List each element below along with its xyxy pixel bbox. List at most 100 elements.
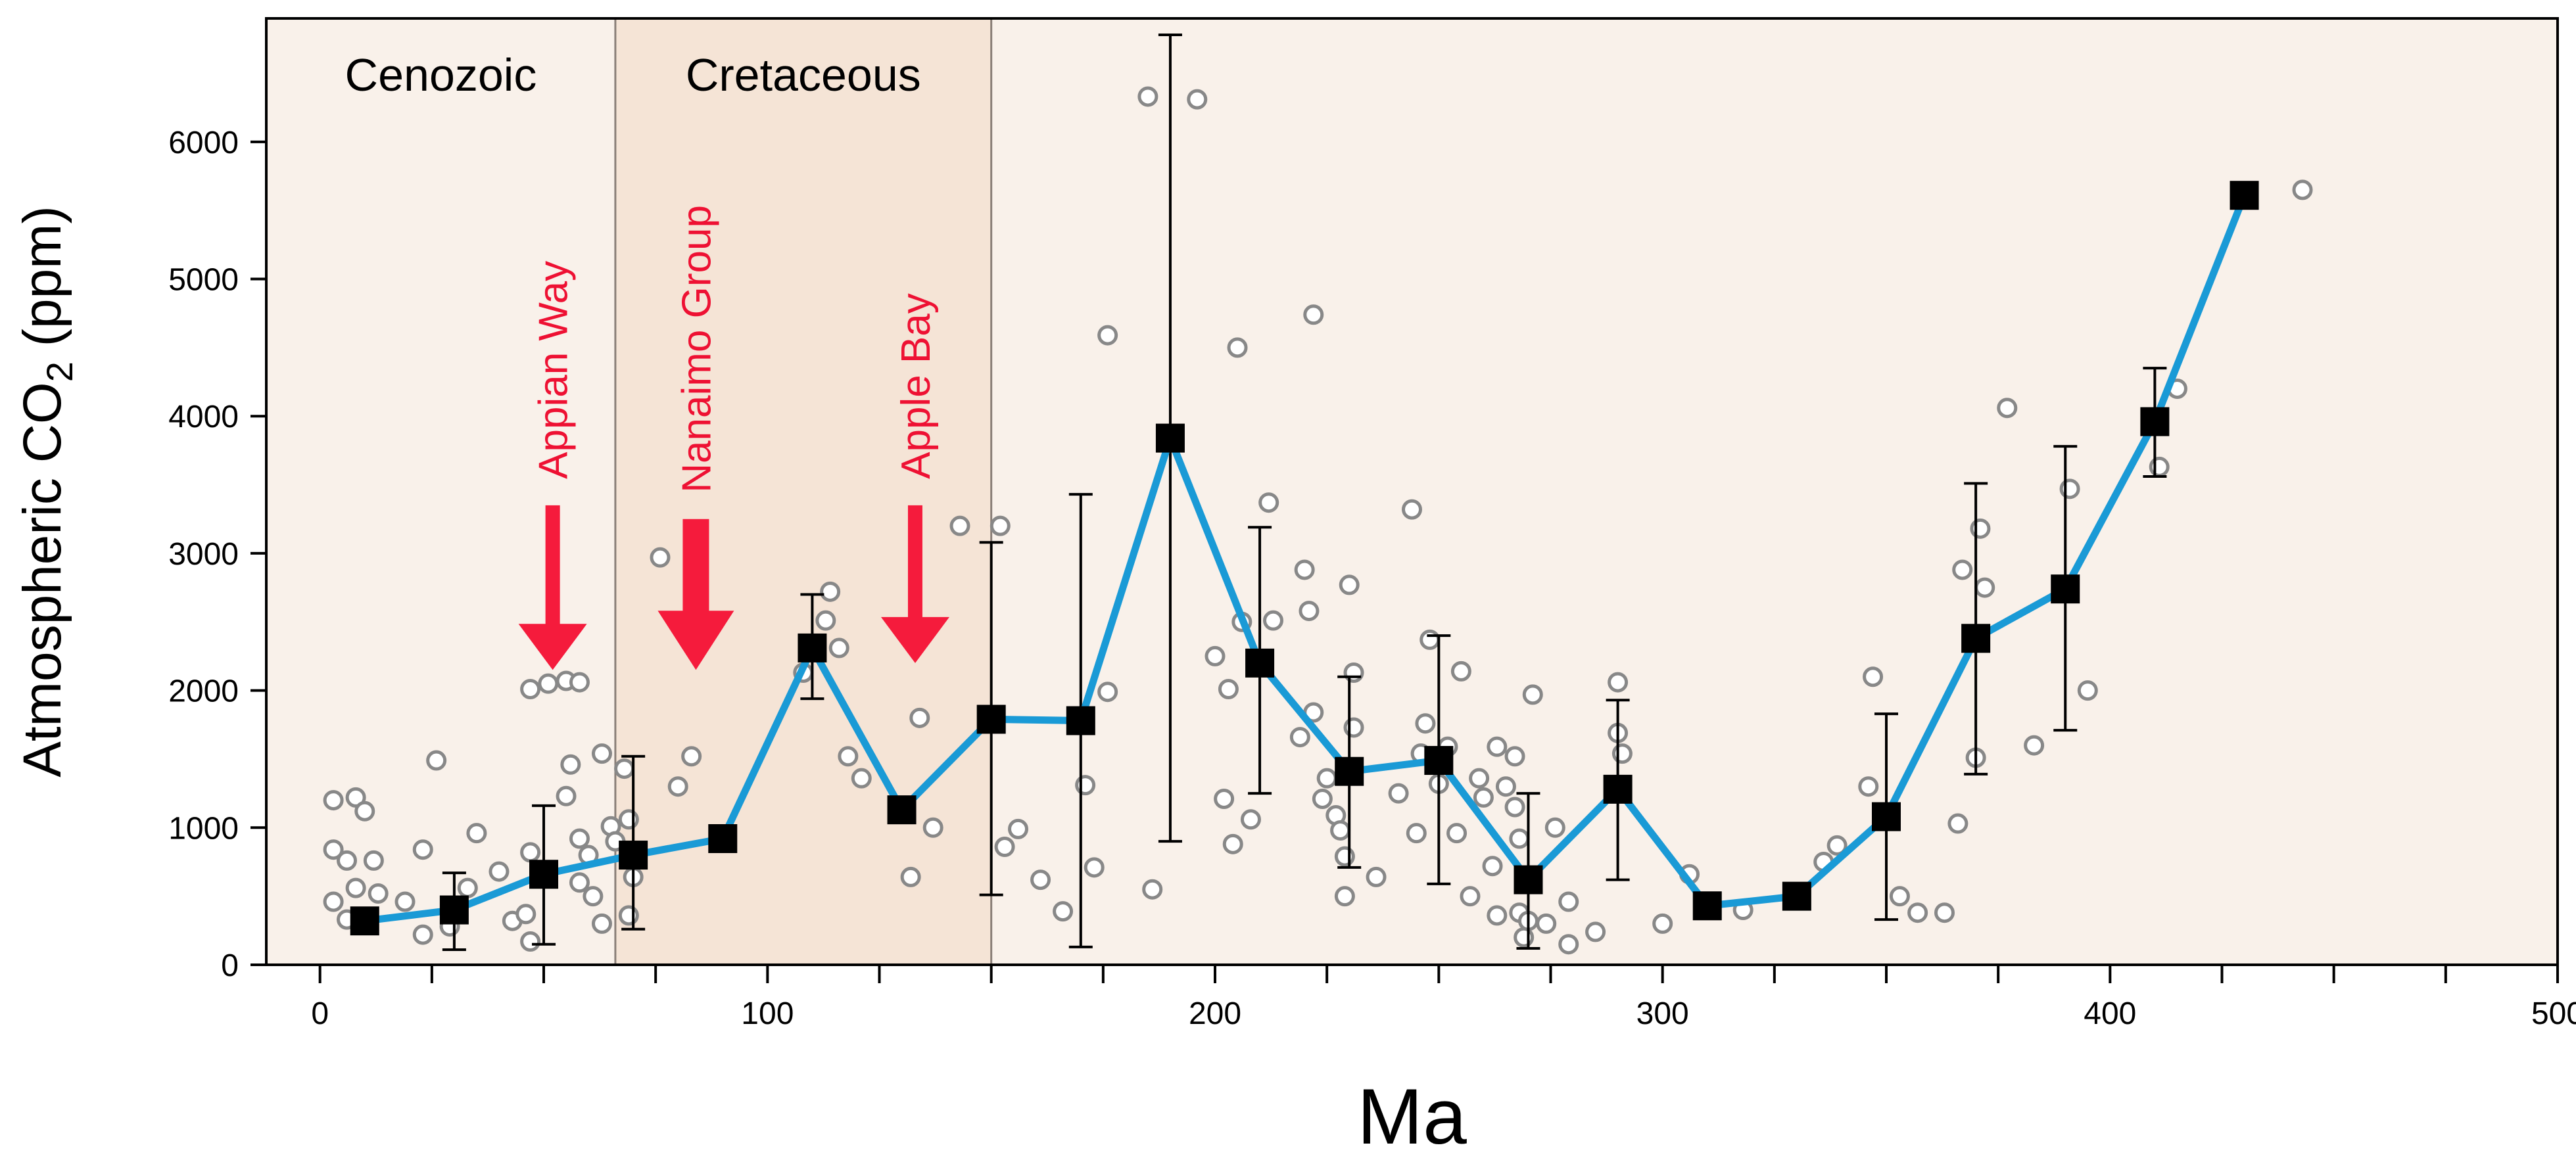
- proxy-point: [1303, 304, 1324, 325]
- period-band-0: [266, 18, 615, 965]
- proxy-point: [1289, 727, 1310, 748]
- annotation-label-2: Apple Bay: [894, 293, 939, 479]
- mean-marker: [798, 633, 827, 662]
- proxy-point: [1075, 775, 1096, 796]
- proxy-point: [1608, 672, 1629, 693]
- proxy-point: [1544, 817, 1565, 838]
- period-backgrounds: [266, 18, 2558, 965]
- mean-marker: [1603, 774, 1633, 804]
- proxy-point: [949, 515, 970, 536]
- proxy-point: [1142, 879, 1163, 900]
- proxy-point: [681, 746, 702, 767]
- proxy-point: [900, 866, 921, 887]
- proxy-point: [851, 768, 872, 789]
- proxy-point: [909, 707, 930, 728]
- y-tick-label: 2000: [168, 674, 239, 709]
- proxy-point: [990, 515, 1011, 536]
- proxy-point: [1415, 713, 1436, 734]
- proxy-point: [1450, 661, 1471, 682]
- annotation-arrow-2: [880, 505, 949, 663]
- proxy-point: [1974, 577, 1995, 598]
- y-axis-title-suffix: (ppm): [12, 206, 72, 361]
- proxy-point: [815, 610, 836, 631]
- proxy-point: [2077, 680, 2098, 701]
- proxy-point: [1997, 398, 2018, 419]
- proxy-point: [520, 679, 541, 700]
- proxy-point: [1504, 797, 1525, 818]
- x-tick-label: 300: [1636, 996, 1689, 1031]
- proxy-point: [1030, 870, 1051, 891]
- mean-marker: [529, 860, 559, 889]
- proxy-point: [1460, 886, 1481, 907]
- proxy-point: [1611, 743, 1633, 764]
- proxy-point: [1558, 934, 1579, 955]
- mean-marker: [976, 705, 1006, 734]
- proxy-point: [569, 828, 590, 849]
- x-tick-label: 0: [311, 996, 329, 1031]
- proxy-point: [323, 839, 344, 860]
- proxy-point: [1482, 856, 1503, 877]
- proxy-point: [466, 823, 487, 844]
- annotations: Appian Way Nanaimo Group Apple Bay: [518, 205, 949, 670]
- plot-frame: [265, 17, 2559, 966]
- proxy-point: [1137, 86, 1158, 107]
- proxy-point: [538, 673, 559, 694]
- y-tick-label: 5000: [168, 263, 239, 298]
- proxy-point: [1343, 662, 1364, 683]
- proxy-point: [337, 850, 358, 871]
- mean-marker: [2051, 574, 2080, 604]
- mean-co2-line: [361, 191, 2249, 925]
- proxy-point: [583, 886, 604, 907]
- proxy-point: [2149, 456, 2170, 477]
- period-band-2: [991, 18, 2558, 965]
- proxy-point: [412, 924, 433, 945]
- mean-marker: [350, 906, 379, 936]
- mean-markers: [350, 181, 2259, 936]
- proxy-point: [1339, 574, 1360, 595]
- proxy-point: [1504, 746, 1525, 767]
- proxy-point: [323, 790, 344, 811]
- proxy-point: [1258, 492, 1279, 513]
- y-tick-label: 1000: [168, 811, 239, 846]
- mean-marker: [1424, 746, 1454, 776]
- proxy-point: [1187, 89, 1208, 110]
- proxy-point: [345, 877, 366, 898]
- proxy-point: [1214, 788, 1235, 809]
- proxy-point: [515, 904, 537, 925]
- y-tick-label: 4000: [168, 400, 239, 434]
- proxy-point: [820, 581, 841, 602]
- proxy-point: [1222, 833, 1243, 854]
- proxy-point: [368, 883, 389, 904]
- proxy-point: [1218, 679, 1239, 700]
- proxy-point: [457, 877, 478, 898]
- proxy-point: [1495, 776, 1516, 797]
- proxy-point: [363, 850, 384, 871]
- y-tick-label: 3000: [168, 537, 239, 572]
- annotation-arrow-1: [657, 519, 734, 670]
- proxy-point: [614, 758, 635, 779]
- proxy-point: [1487, 736, 1508, 757]
- mean-marker: [1514, 865, 1543, 894]
- proxy-point: [1947, 813, 1968, 834]
- proxy-point: [569, 872, 590, 893]
- proxy-point: [556, 785, 577, 806]
- proxy-point: [1334, 846, 1355, 867]
- proxy-point: [1970, 518, 1991, 539]
- proxy-point: [1343, 717, 1364, 738]
- proxy-point: [1312, 788, 1333, 809]
- proxy-point: [1858, 776, 1879, 797]
- x-tick-label: 500: [2531, 996, 2576, 1031]
- proxy-point: [1084, 857, 1105, 878]
- proxy-point: [1388, 783, 1409, 804]
- proxy-point: [1952, 559, 1973, 580]
- proxy-point: [520, 842, 541, 863]
- proxy-point: [1446, 823, 1467, 844]
- proxy-point: [426, 750, 447, 771]
- proxy-point: [1509, 828, 1530, 849]
- y-tick-label: 0: [221, 948, 239, 983]
- proxy-point: [345, 787, 366, 808]
- proxy-point: [922, 817, 943, 838]
- proxy-point: [1227, 337, 1248, 358]
- proxy-point: [1514, 927, 1535, 948]
- proxy-point: [1366, 866, 1387, 887]
